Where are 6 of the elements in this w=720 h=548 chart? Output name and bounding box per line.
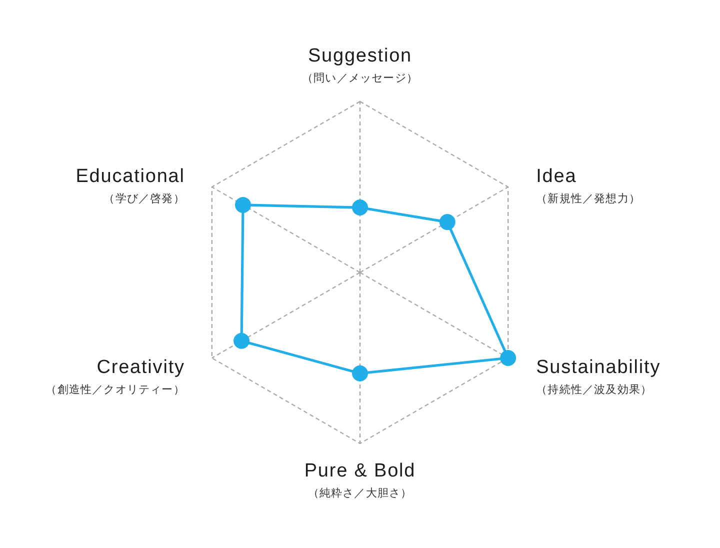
spoke-label: Idea （新規性／発想力）	[536, 166, 640, 205]
spoke-label: Pure & Bold （純粋さ／大胆さ）	[304, 460, 416, 500]
spoke-label: Sustainability （持続性／波及効果）	[536, 357, 661, 396]
spoke-label: Educational （学び／啓発）	[76, 166, 185, 205]
spoke-label: Creativity （創造性／クオリティー）	[46, 357, 185, 396]
spoke-label: Suggestion （問い／メッセージ）	[302, 46, 418, 84]
